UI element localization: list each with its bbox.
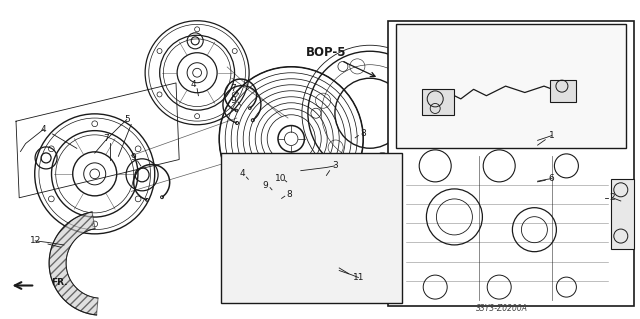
Text: 9: 9 [230, 96, 236, 105]
Bar [388, 21, 634, 306]
Bar [396, 24, 626, 148]
Text: 4: 4 [239, 169, 244, 178]
Text: 4: 4 [191, 80, 196, 89]
Text: 9: 9 [131, 153, 136, 162]
Text: 8: 8 [360, 130, 365, 138]
Text: 11: 11 [353, 273, 364, 282]
Text: 8: 8 [287, 190, 292, 199]
Text: 12: 12 [29, 236, 41, 245]
Text: 2: 2 [610, 193, 615, 202]
Text: 7: 7 [103, 134, 108, 143]
Text: 5: 5 [124, 115, 129, 124]
Text: 1: 1 [549, 131, 554, 140]
Text: S3Y3-Z0200A: S3Y3-Z0200A [476, 304, 529, 313]
Text: 3: 3 [332, 161, 337, 170]
Text: 10: 10 [275, 174, 286, 183]
Text: 9: 9 [263, 181, 268, 190]
Bar [422, 89, 454, 115]
Text: FR.: FR. [51, 278, 68, 287]
Bar [611, 179, 634, 249]
Bar [550, 80, 576, 102]
Text: 4: 4 [41, 125, 46, 134]
PathPatch shape [49, 212, 98, 315]
Text: 6: 6 [549, 174, 554, 183]
Text: BOP-5: BOP-5 [306, 46, 346, 59]
Text: 7: 7 [230, 84, 236, 93]
Bar [221, 153, 402, 303]
